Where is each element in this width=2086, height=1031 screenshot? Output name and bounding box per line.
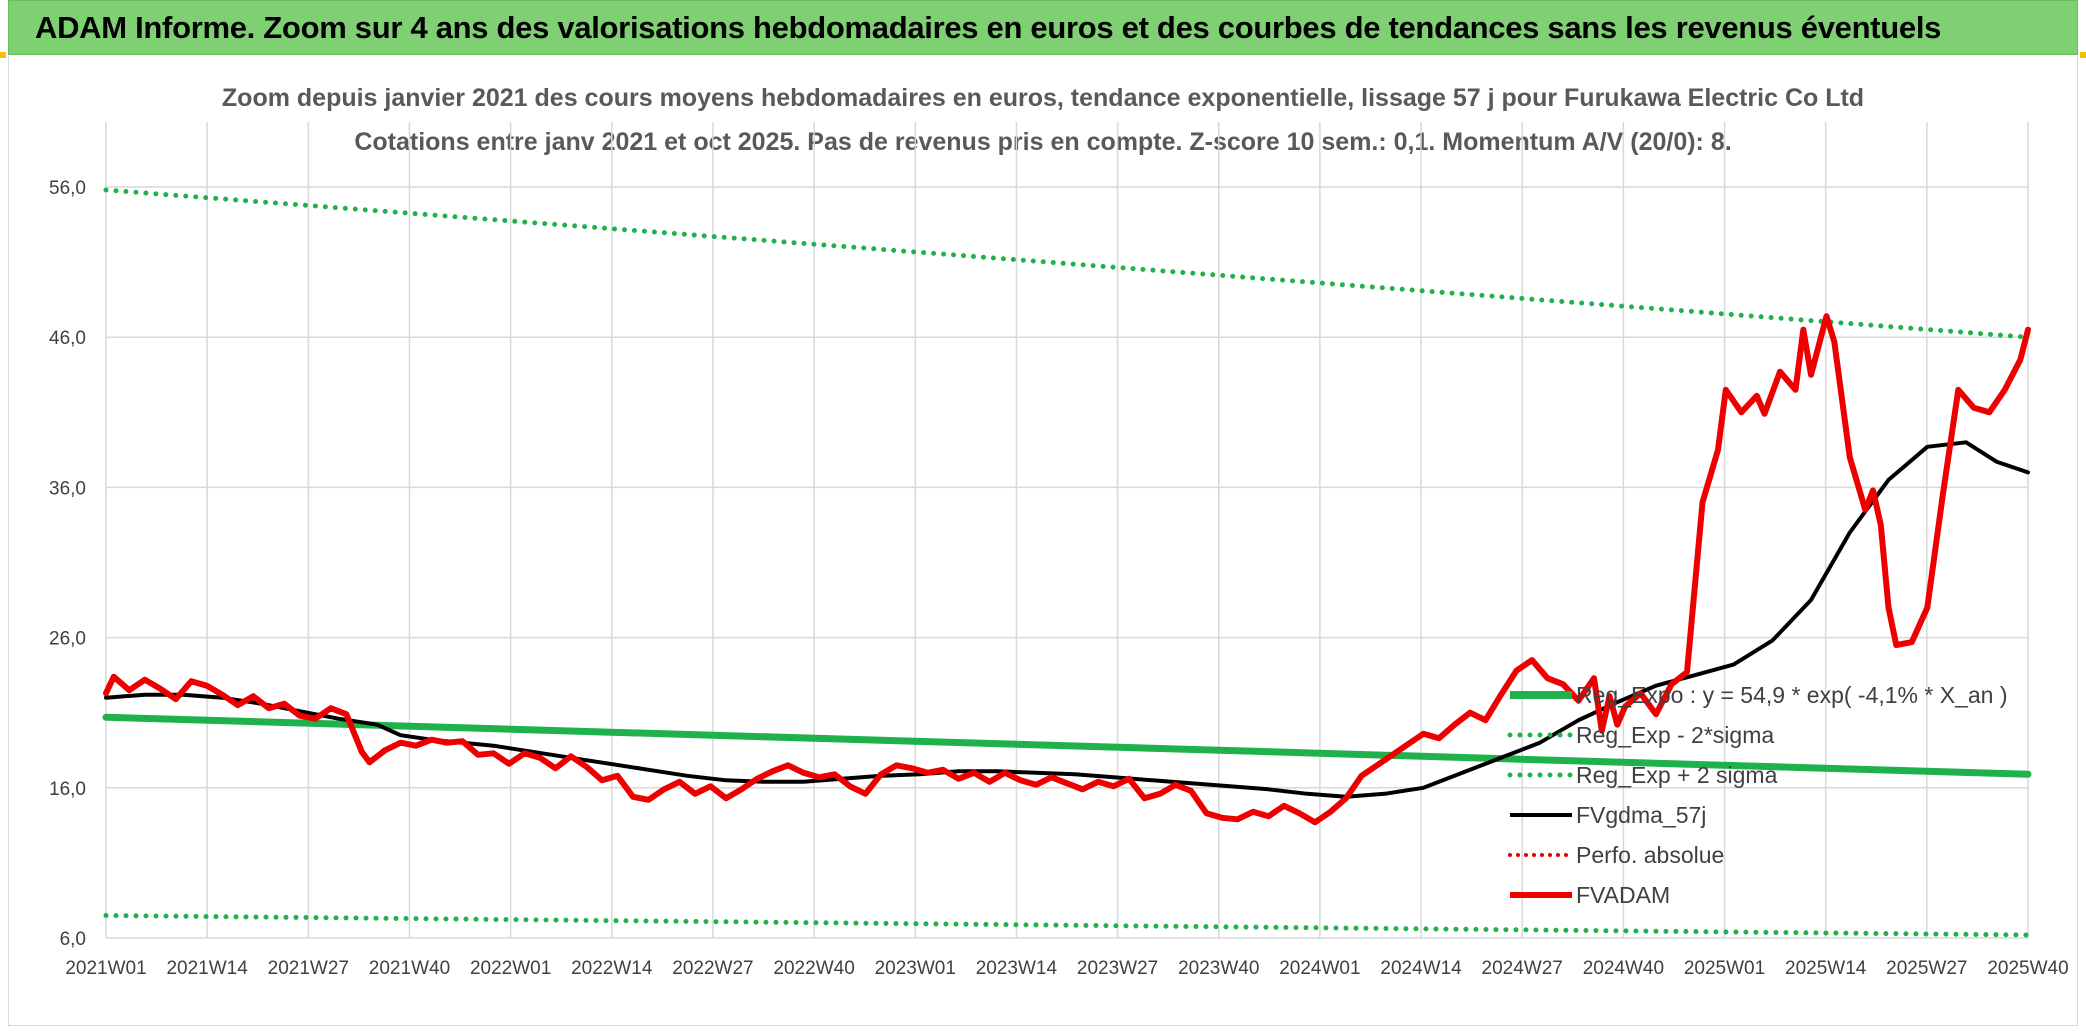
legend-label-reg-expo-line: Reg_Expo : y = 54,9 * exp( -4,1% * X_an … (1576, 682, 2008, 708)
reg-expo-line (102, 713, 2032, 778)
chart-area (8, 56, 2078, 1026)
accent-mark-left (0, 52, 6, 58)
y-tick-label: 26,0 (49, 629, 86, 650)
legend-label-reg-exp-minus-2sigma-line: Reg_Exp - 2*sigma (1576, 722, 1774, 748)
y-tick-label: 46,0 (49, 328, 86, 349)
legend-label-fvadam-line: FVADAM (1576, 882, 1670, 908)
legend-label-reg-exp-plus-2sigma-line: Reg_Exp + 2 sigma (1576, 762, 1778, 788)
x-tick-label: 2021W14 (166, 958, 248, 979)
chart-title: Zoom depuis janvier 2021 des cours moyen… (221, 84, 1865, 112)
x-tick-label: 2023W40 (1178, 958, 1259, 979)
x-tick-label: 2024W40 (1583, 958, 1664, 979)
x-tick-label: 2023W27 (1077, 958, 1158, 979)
chart-subtitle: Cotations entre janv 2021 et oct 2025. P… (354, 128, 1732, 156)
x-tick-label: 2025W27 (1886, 958, 1967, 979)
x-tick-label: 2025W01 (1684, 958, 1765, 979)
x-tick-label: 2022W14 (571, 958, 653, 979)
x-tick-label: 2024W27 (1482, 958, 1563, 979)
x-tick-label: 2025W14 (1785, 958, 1867, 979)
x-tick-label: 2021W27 (268, 958, 349, 979)
x-tick-label: 2021W40 (369, 958, 450, 979)
x-tick-label: 2024W01 (1279, 958, 1360, 979)
y-tick-label: 16,0 (49, 779, 86, 800)
y-tick-label: 56,0 (49, 178, 86, 199)
y-tick-label: 36,0 (49, 478, 86, 499)
accent-mark-right (2080, 52, 2086, 58)
fvadam-line (103, 313, 2031, 826)
reg-exp-plus-2sigma-line (103, 187, 2031, 340)
x-tick-label: 2022W01 (470, 958, 551, 979)
x-tick-label: 2025W40 (1987, 958, 2068, 979)
y-tick-label: 6,0 (60, 929, 86, 950)
legend-label-perfo-absolue-line: Perfo. absolue (1576, 842, 1724, 868)
fvgdma-57j-line (104, 440, 2030, 799)
reg-exp-minus-2sigma-line (103, 913, 2031, 938)
report-banner: ADAM Informe. Zoom sur 4 ans des valoris… (8, 0, 2078, 55)
x-tick-label: 2024W14 (1380, 958, 1462, 979)
x-tick-label: 2023W01 (875, 958, 956, 979)
x-tick-label: 2021W01 (65, 958, 146, 979)
x-tick-label: 2022W27 (672, 958, 753, 979)
x-tick-label: 2023W14 (976, 958, 1058, 979)
banner-title: ADAM Informe. Zoom sur 4 ans des valoris… (35, 9, 1942, 45)
legend-label-fvgdma-57j-line: FVgdma_57j (1576, 802, 1706, 828)
x-tick-label: 2022W40 (773, 958, 854, 979)
